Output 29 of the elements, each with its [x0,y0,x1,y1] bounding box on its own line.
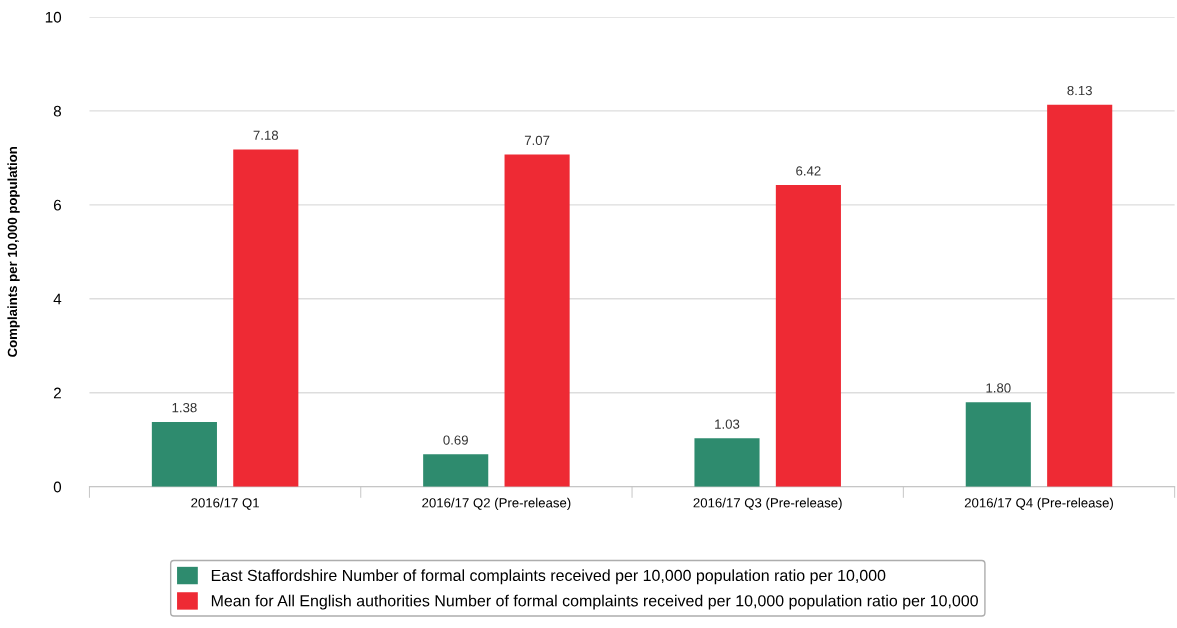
x-tick-label: 2016/17 Q2 (Pre-release) [422,497,571,511]
data-label: 0.69 [443,435,468,445]
x-tick-label: 2016/17 Q1 [191,497,259,510]
x-tick-label: 2016/17 Q4 (Pre-release) [964,497,1113,511]
bar [504,154,570,487]
legend-label: Mean for All English authorities Number of formal complaints received per 10,000 population ratio per 10,000 [211,594,978,610]
bar [1047,104,1113,487]
data-label: 1.38 [172,402,197,413]
bar [694,438,760,487]
y-axis-title: Complaints per 10,000 population [7,147,20,357]
data-label: 6.42 [796,166,821,176]
bar [233,149,299,487]
y-tick-label: 8 [53,105,62,117]
bar [423,454,489,487]
data-label: 8.13 [1067,85,1092,96]
data-label: 1.80 [986,383,1011,393]
legend-label: East Staffordshire Number of formal complaints received per 10,000 population ratio per 10,000 [211,569,886,585]
data-label: 7.18 [253,130,279,140]
y-tick-label: 6 [53,199,61,211]
y-tick-label: 2 [53,387,61,399]
y-tick-label: 0 [53,481,62,493]
y-tick-label: 10 [45,11,62,23]
data-label: 1.03 [715,419,740,429]
bar [775,185,841,487]
x-tick-label: 2016/17 Q3 (Pre-release) [693,497,842,511]
data-label: 7.07 [524,135,550,146]
bar [151,421,217,487]
y-tick-label: 4 [53,293,62,305]
bar [965,402,1031,487]
